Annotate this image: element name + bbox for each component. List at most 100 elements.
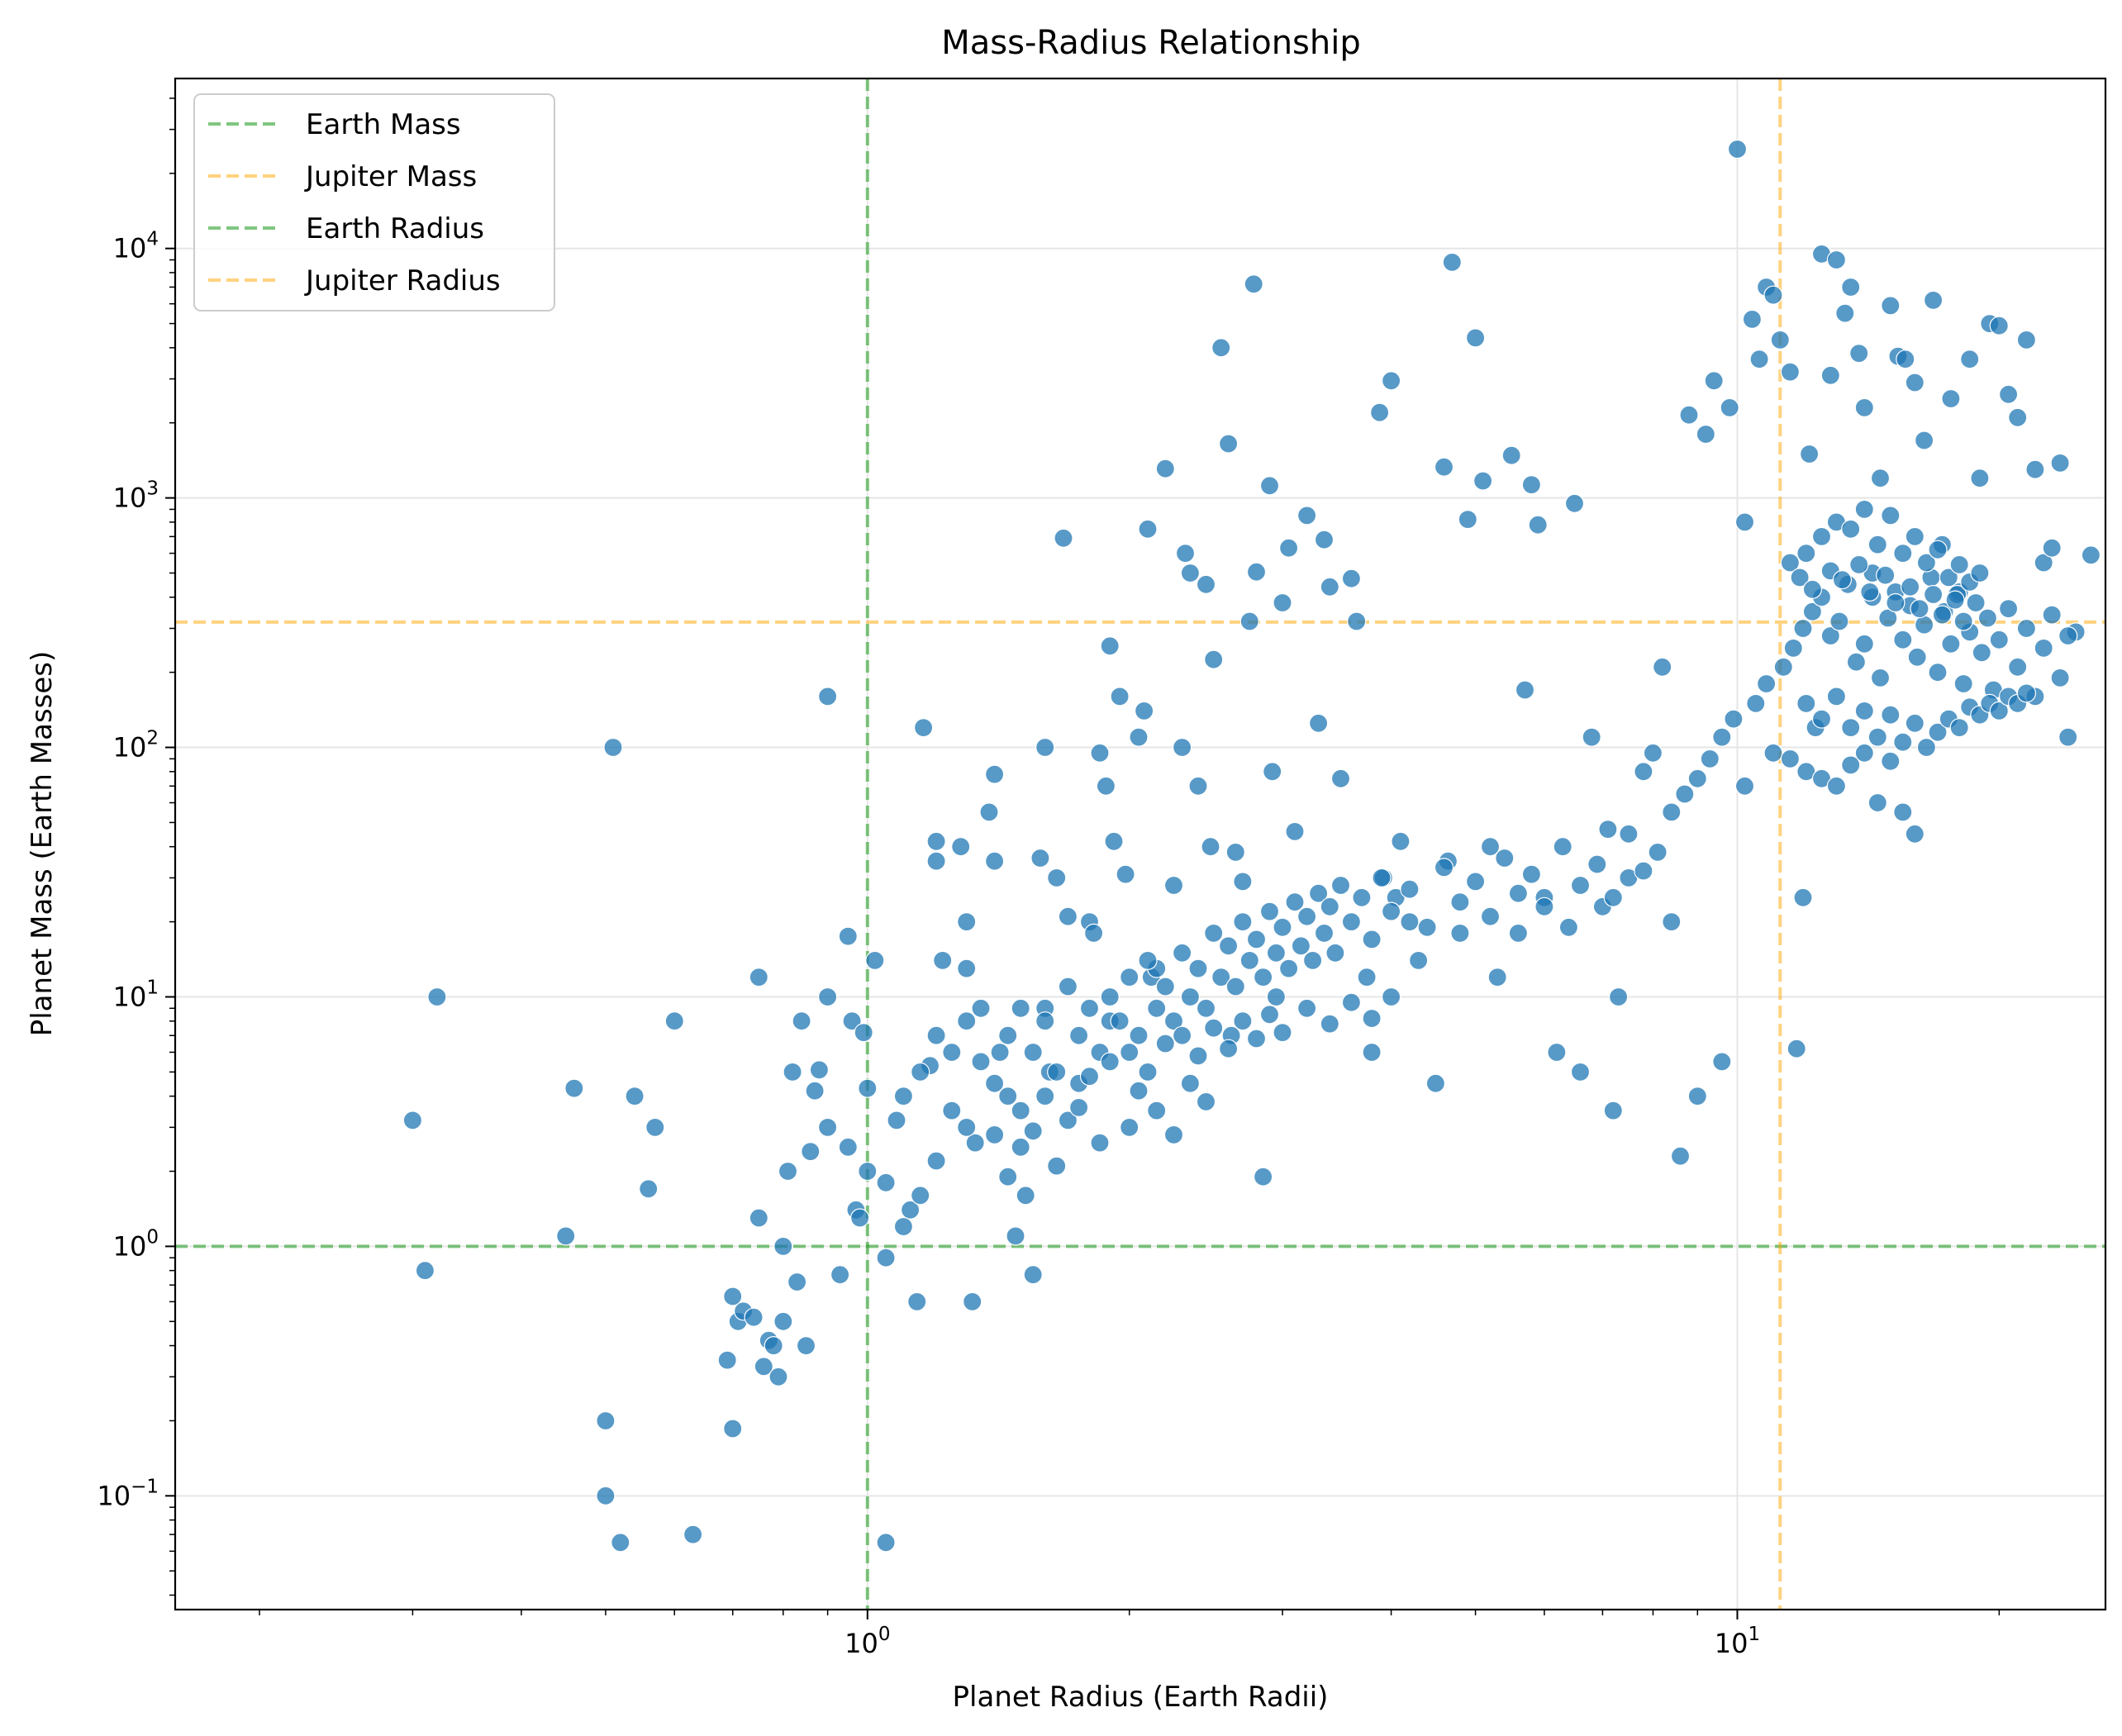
data-point <box>1826 250 1846 270</box>
data-point <box>1670 1146 1691 1166</box>
data-point <box>1841 755 1861 775</box>
data-point <box>1465 872 1486 892</box>
data-point <box>1854 743 1874 763</box>
data-point <box>963 1291 982 1312</box>
data-point <box>1253 967 1273 987</box>
data-point <box>1225 977 1245 996</box>
data-point <box>1204 923 1224 944</box>
data-point <box>1320 1014 1339 1034</box>
scatter-points <box>402 139 2101 1553</box>
data-point <box>2081 545 2101 565</box>
data-point <box>926 851 946 871</box>
data-point <box>1854 499 1874 520</box>
data-point <box>1372 868 1392 888</box>
data-point <box>1910 598 1929 619</box>
data-point <box>1704 371 1724 391</box>
data-point <box>1662 911 1682 932</box>
data-point <box>664 1011 684 1031</box>
data-point <box>1180 563 1201 583</box>
data-point <box>984 1125 1005 1145</box>
data-point <box>1928 722 1948 742</box>
data-point <box>1480 906 1501 926</box>
data-point <box>683 1524 703 1544</box>
data-point <box>749 967 768 987</box>
data-point <box>876 1533 896 1553</box>
data-point <box>1030 848 1050 868</box>
data-point <box>1515 680 1535 700</box>
data-point <box>1881 751 1901 771</box>
data-point <box>1800 444 1820 464</box>
data-point <box>1352 887 1372 907</box>
data-point <box>1138 950 1158 971</box>
data-point <box>849 1208 870 1228</box>
data-point <box>1570 1062 1591 1082</box>
data-point <box>1362 1042 1382 1063</box>
data-point <box>1381 987 1401 1007</box>
data-point <box>1233 1011 1253 1031</box>
data-point <box>1347 611 1367 631</box>
data-point <box>1867 792 1887 813</box>
data-point <box>1870 668 1891 688</box>
data-point <box>1634 762 1653 782</box>
data-point <box>773 1236 793 1257</box>
data-point <box>957 958 977 978</box>
data-point <box>1700 749 1720 769</box>
data-point <box>1924 290 1944 310</box>
data-point <box>1587 854 1607 874</box>
data-point <box>1116 864 1135 884</box>
data-point <box>1129 727 1149 747</box>
data-point <box>1841 519 1861 539</box>
data-point <box>1916 553 1936 573</box>
data-point <box>1259 901 1280 921</box>
data-point <box>942 1101 962 1120</box>
data-point <box>1291 936 1311 956</box>
data-point <box>603 737 623 758</box>
data-point <box>1790 568 1810 587</box>
data-point <box>998 1025 1018 1045</box>
data-point <box>911 1186 930 1206</box>
data-point <box>1841 717 1861 738</box>
data-point <box>1450 923 1470 944</box>
data-point <box>783 1062 802 1082</box>
data-point <box>1932 605 1952 625</box>
data-point <box>1196 1092 1216 1112</box>
data-point <box>1941 634 1961 654</box>
data-point <box>854 1022 873 1043</box>
data-point <box>1129 1025 1149 1045</box>
data-point <box>2016 683 2036 703</box>
data-point <box>778 1161 798 1182</box>
plot-frame <box>174 77 2107 1611</box>
data-point <box>1949 717 1969 738</box>
data-point <box>1534 897 1554 916</box>
data-point <box>1425 1073 1446 1093</box>
data-point <box>1297 998 1317 1018</box>
data-point <box>1458 509 1477 530</box>
data-point <box>1058 977 1078 996</box>
data-point <box>1023 1265 1043 1285</box>
data-point <box>1163 1125 1184 1145</box>
data-point <box>1266 987 1287 1007</box>
data-point <box>907 1291 927 1312</box>
data-point <box>1320 897 1339 916</box>
data-point <box>957 1011 977 1031</box>
data-point <box>1846 652 1866 672</box>
data-point <box>984 764 1005 784</box>
data-point <box>858 1161 878 1182</box>
data-point <box>1679 405 1699 425</box>
data-point <box>1285 892 1305 912</box>
data-point <box>1054 528 1073 548</box>
data-point <box>1675 784 1695 804</box>
data-point <box>2034 638 2053 659</box>
data-point <box>2016 618 2036 639</box>
legend: Earth Mass Jupiter Mass Earth Radius Jupite… <box>193 93 555 312</box>
data-point <box>625 1086 645 1106</box>
legend-label: Earth Mass <box>306 108 461 141</box>
data-point <box>645 1117 665 1138</box>
data-point <box>1970 563 1990 583</box>
data-point <box>809 1060 830 1080</box>
data-point <box>1854 397 1874 417</box>
data-point <box>887 1111 906 1130</box>
data-point <box>723 1287 743 1306</box>
data-point <box>1239 611 1259 631</box>
data-point <box>817 687 838 706</box>
